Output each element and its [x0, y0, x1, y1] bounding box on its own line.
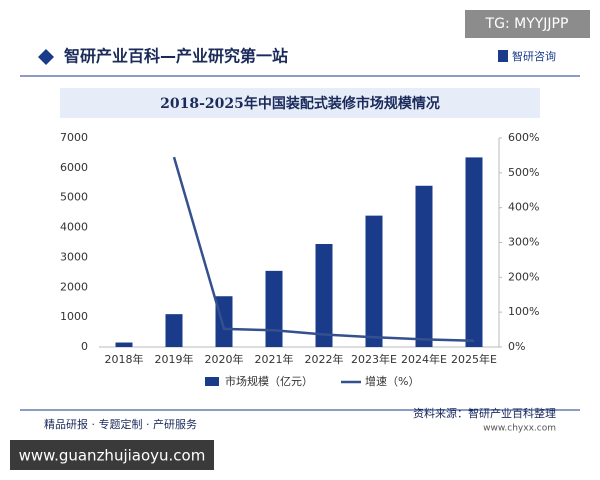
- legend-label: 增速（%）: [365, 374, 419, 388]
- x-tick-label: 2025年E: [451, 352, 497, 366]
- watermark-text: www.guanzhujiaoyu.com: [19, 447, 206, 465]
- diamond-icon: [38, 49, 54, 65]
- y-tick-label: 5000: [60, 191, 88, 204]
- logo-text: 智研咨询: [512, 49, 556, 63]
- tg-badge: [465, 10, 590, 38]
- x-tick-label: 2020年: [205, 352, 244, 366]
- logo-icon: [498, 50, 508, 62]
- y2-tick-label: 100%: [508, 305, 539, 318]
- line: [172, 156, 475, 342]
- bar: [265, 270, 283, 347]
- legend-label: 市场规模（亿元）: [225, 374, 313, 388]
- y2-tick-label: 400%: [508, 201, 539, 214]
- footer-left: 精品研报 · 专题定制 · 产研服务: [44, 417, 197, 431]
- y-tick-label: 4000: [60, 221, 88, 234]
- bar: [115, 342, 133, 347]
- x-tick-label: 2021年: [255, 352, 294, 366]
- y2-tick-label: 200%: [508, 270, 539, 283]
- bar: [215, 296, 233, 347]
- header-title: 智研产业百科—产业研究第一站: [64, 47, 288, 66]
- bar: [315, 243, 333, 347]
- x-tick-label: 2018年: [105, 352, 144, 366]
- chart-title: 2018-2025年中国装配式装修市场规模情况: [160, 95, 440, 112]
- y-tick-label: 0: [81, 340, 88, 353]
- y2-tick-label: 0%: [508, 340, 525, 353]
- x-tick-label: 2023年E: [351, 352, 397, 366]
- tg-text: TG: MYYJJPP: [485, 16, 569, 32]
- y2-tick-label: 600%: [508, 131, 539, 144]
- footer-source: 资料来源：智研产业百科整理: [413, 406, 556, 420]
- watermark-box: [10, 440, 214, 470]
- bar: [365, 215, 383, 347]
- plot: 0 1000 2000 3000 4000 5000 6000 7000 0% 100% 200% 3…: [60, 131, 539, 388]
- y-tick-label: 1000: [60, 310, 88, 323]
- x-tick-label: 2022年: [305, 352, 344, 366]
- y-tick-label: 6000: [60, 161, 88, 174]
- y-tick-label: 2000: [60, 280, 88, 293]
- y-tick-label: 3000: [60, 250, 88, 263]
- x-tick-label: 2019年: [155, 352, 194, 366]
- x-tick-label: 2024年E: [401, 352, 447, 366]
- bar: [465, 157, 483, 347]
- legend-swatch: [205, 377, 219, 386]
- y-tick-label: 7000: [60, 131, 88, 144]
- bar: [415, 185, 433, 347]
- title-band: [60, 88, 540, 118]
- y2-tick-label: 500%: [508, 166, 539, 179]
- bar: [165, 314, 183, 347]
- y2-tick-label: 300%: [508, 236, 539, 249]
- footer-url: www.chyxx.com: [483, 424, 556, 434]
